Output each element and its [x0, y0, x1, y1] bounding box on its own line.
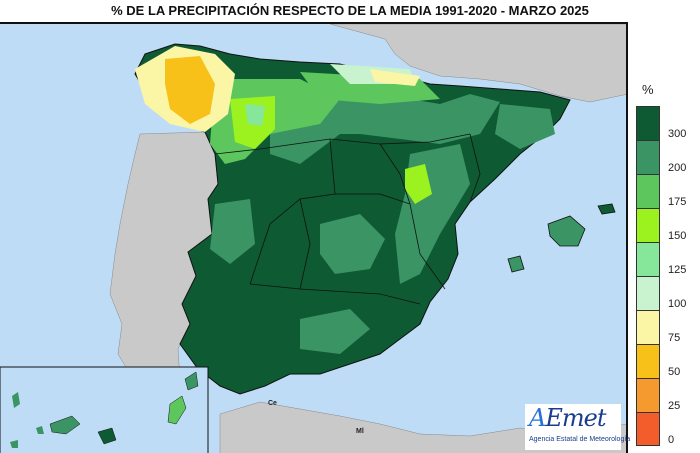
ibiza	[507, 255, 525, 273]
legend-label: 25	[668, 400, 681, 412]
legend-label: 75	[668, 332, 681, 344]
legend-swatch	[636, 344, 660, 378]
legend-swatch	[636, 412, 660, 446]
legend-swatch	[636, 208, 660, 242]
zone-125-north	[245, 104, 265, 126]
zone-200-south	[300, 309, 370, 354]
legend-label: 150	[668, 230, 687, 242]
africa-landmass	[219, 401, 626, 453]
canary-gran-canaria	[97, 427, 117, 445]
legend-label: 125	[668, 264, 687, 276]
melilla-label: Ml	[356, 428, 364, 435]
logo-rest: Emet	[545, 404, 606, 432]
legend-swatch	[636, 276, 660, 310]
map-title: % DE LA PRECIPITACIÓN RESPECTO DE LA MED…	[0, 0, 700, 22]
aemet-logo-mark: AEmet	[529, 404, 606, 432]
canary-fuerteventura	[167, 395, 187, 425]
zone-150-teruel	[405, 164, 432, 204]
france-landmass	[329, 24, 626, 103]
precipitation-map	[0, 22, 628, 453]
zone-50-galicia	[165, 56, 215, 124]
zone-200-catalonia	[495, 104, 555, 149]
zone-200-northeast	[320, 94, 500, 144]
canary-la-gomera	[36, 426, 44, 434]
legend-panel: % 300 200 175 150 125 100 75 50 25 0	[630, 22, 700, 453]
canary-el-hierro	[10, 440, 18, 448]
zone-200-center	[320, 214, 385, 274]
legend-swatch	[636, 174, 660, 208]
legend-label: 300	[668, 128, 687, 140]
aemet-logo: AEmet Agencia Estatal de Meteorología	[525, 404, 630, 450]
legend-label: 100	[668, 298, 687, 310]
legend-label: 200	[668, 162, 687, 174]
menorca	[597, 203, 616, 215]
legend-label: 0	[668, 434, 675, 446]
legend-swatch	[636, 242, 660, 276]
legend-swatch	[636, 140, 660, 174]
legend-swatch	[636, 378, 660, 412]
legend-label: 175	[668, 196, 687, 208]
logo-a: A	[529, 404, 546, 432]
region-borders	[214, 133, 481, 305]
canary-tenerife	[49, 415, 81, 435]
zone-75-pyrenees	[370, 69, 420, 86]
legend-unit: %	[642, 82, 654, 97]
canary-lanzarote	[184, 371, 199, 391]
aemet-logo-subtitle: Agencia Estatal de Meteorología	[529, 436, 631, 443]
zone-200-west	[210, 199, 255, 264]
legend-label: 50	[668, 366, 681, 378]
ceuta-label: Ce	[268, 400, 277, 407]
legend-swatch	[636, 310, 660, 344]
mallorca	[547, 215, 586, 247]
legend-swatch	[636, 106, 660, 140]
canary-la-palma	[12, 392, 20, 408]
